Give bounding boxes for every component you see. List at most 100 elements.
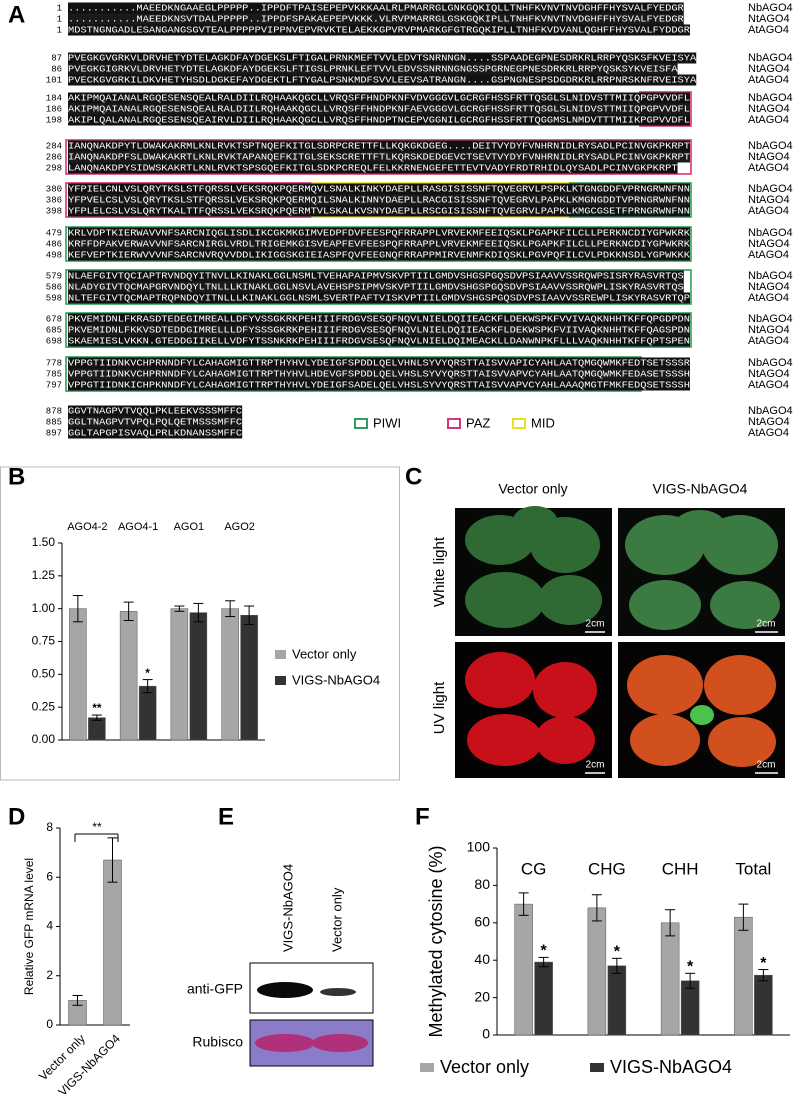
row-label: UV light (431, 681, 448, 734)
seq-bg (68, 52, 697, 64)
seq-name: AtAGO4 (748, 249, 789, 261)
seq-bg (68, 74, 697, 86)
significance: ** (92, 820, 102, 834)
panel-label: D (8, 803, 25, 830)
legend-swatch (512, 418, 526, 429)
legend-label: Vector only (440, 1057, 529, 1077)
panel-label: B (8, 463, 25, 490)
blot (249, 962, 374, 1067)
sequence: IANQNAKDPFSLDWAKAKRTLKNLRVKTAPANQEFKITGL… (68, 152, 691, 162)
seq-name: AtAGO4 (748, 427, 789, 439)
seq-name: NtAGO4 (748, 416, 790, 428)
seq-name: AtAGO4 (748, 335, 789, 347)
seq-bg (68, 427, 243, 439)
legend-swatch (447, 418, 461, 429)
piwi-box (65, 226, 692, 262)
panel-frame (0, 466, 400, 781)
legend-label: PAZ (466, 415, 490, 430)
seq-bg (68, 92, 690, 104)
seq-name: NtAGO4 (748, 103, 790, 115)
category-label: Total (735, 859, 771, 878)
seq-start: 184 (46, 93, 62, 103)
significance: * (541, 943, 548, 960)
sequence: AKIPMQAIANALRGQESENSQEALRALDIILRQHAAKQGC… (68, 93, 690, 103)
seq-start: 186 (46, 104, 62, 114)
panel-label: C (405, 463, 422, 490)
seq-bg (68, 357, 690, 369)
bar (754, 974, 773, 1036)
seq-start: 386 (46, 195, 62, 205)
sequence: PVECKGVGRKILDKVHETYHSDLDGKEFAYDGEKTLFTYG… (68, 75, 697, 85)
y-tick-label: 4 (46, 919, 53, 933)
seq-name: NtAGO4 (748, 63, 790, 75)
bar (514, 903, 533, 1036)
scale-bar-label: 2cm (586, 619, 605, 630)
seq-name: NbAGO4 (748, 405, 793, 417)
piwi-box (65, 269, 692, 305)
seq-bg (68, 292, 690, 304)
seq-name: AtAGO4 (748, 379, 789, 391)
y-tick-label: 0.50 (32, 667, 56, 681)
seq-start: 380 (46, 184, 62, 194)
panel-label: F (415, 803, 430, 830)
seq-start: 1 (57, 3, 62, 13)
seq-start: 678 (46, 314, 62, 324)
sequence: IANQNAKDPYTLDWAKAKRMLKNLRVKTSPTNQEFKITGL… (68, 141, 691, 151)
plant-uv (465, 652, 597, 766)
legend-label: MID (531, 415, 555, 430)
bar (660, 922, 680, 1036)
sequence: GGLTNAGPVTVPQLPQLQETMSSSMFFC (68, 417, 243, 427)
seq-name: NtAGO4 (748, 281, 790, 293)
sequence: YFPVELCSLVSLQRYTKSLSTFQRSSLVEKSRQKPQERMQ… (68, 195, 690, 205)
y-tick-label: 0 (46, 1017, 53, 1031)
seq-name: AtAGO4 (748, 205, 789, 217)
seq-bg (68, 368, 690, 380)
seq-bg (68, 151, 690, 163)
sequence: PKVEMIDNLFKKVSDTEDDGIMRELLLDFYSSSGKRKPEH… (68, 325, 690, 335)
seq-start: 685 (46, 325, 62, 335)
seq-name: NbAGO4 (748, 92, 793, 104)
seq-start: 284 (46, 141, 62, 151)
category-label: CHH (662, 859, 699, 878)
sequence: LANQNAKDPYSIDWSKAKRTLKNLRVKTSPSGQEFKITGL… (68, 163, 678, 173)
y-tick-label: 80 (474, 876, 490, 892)
bar (607, 965, 627, 1036)
seq-bg (68, 416, 243, 428)
seq-name: NtAGO4 (748, 324, 790, 336)
band (257, 982, 313, 998)
sequence: VPPGTIIDNKICHPKNNDFYLCAHAGMIGTTRPTHYHVLY… (68, 380, 690, 390)
seq-start: 198 (46, 115, 62, 125)
sequence: KRLVDPTKIERWAVVNFSARCNIQGLISDLIKCGKMKGIM… (68, 228, 691, 238)
legend-label: VIGS-NbAGO4 (292, 672, 380, 687)
seq-name: NtAGO4 (748, 238, 790, 250)
bar (119, 611, 138, 741)
seq-start: 479 (46, 228, 62, 238)
category-label: AGO2 (224, 521, 255, 533)
legend-swatch (275, 650, 286, 659)
scale-bar-label: 2cm (757, 619, 776, 630)
seq-bg (68, 194, 690, 206)
seq-start: 797 (46, 380, 62, 390)
panel-label: A (8, 1, 25, 28)
y-tick-label: 100 (467, 839, 491, 855)
seq-bg (68, 227, 690, 239)
sequence: YFPIELCNLVSLQRYTKSLSTFQRSSLVEKSRQKPQERMQ… (68, 184, 690, 194)
sequence: AKIPMQAIANALRGQESENSQEALRALDIILRQHAAKQGC… (68, 104, 690, 114)
plant (465, 506, 602, 628)
seq-bg (68, 103, 690, 115)
y-tick-label: 1.25 (32, 568, 56, 582)
seq-start: 778 (46, 358, 62, 368)
sequence: GGVTNAGPVTVQQLPKLEEKVSSSMFFC (68, 406, 243, 416)
legend-label: PIWI (373, 415, 401, 430)
sequence: VPPGTIIDNKVCHPRNNDFYLCAHAGMIGTTRPTHYHVLY… (68, 358, 691, 368)
y-tick-label: 0 (482, 1026, 490, 1042)
seq-bg (68, 114, 690, 126)
band (255, 1034, 315, 1052)
column-label: VIGS-NbAGO4 (653, 481, 748, 497)
seq-start: 286 (46, 152, 62, 162)
legend-label: Vector only (292, 646, 357, 661)
category-label: AGO1 (174, 521, 205, 533)
seq-name: NbAGO4 (748, 357, 793, 369)
y-tick-label: 6 (46, 869, 53, 883)
